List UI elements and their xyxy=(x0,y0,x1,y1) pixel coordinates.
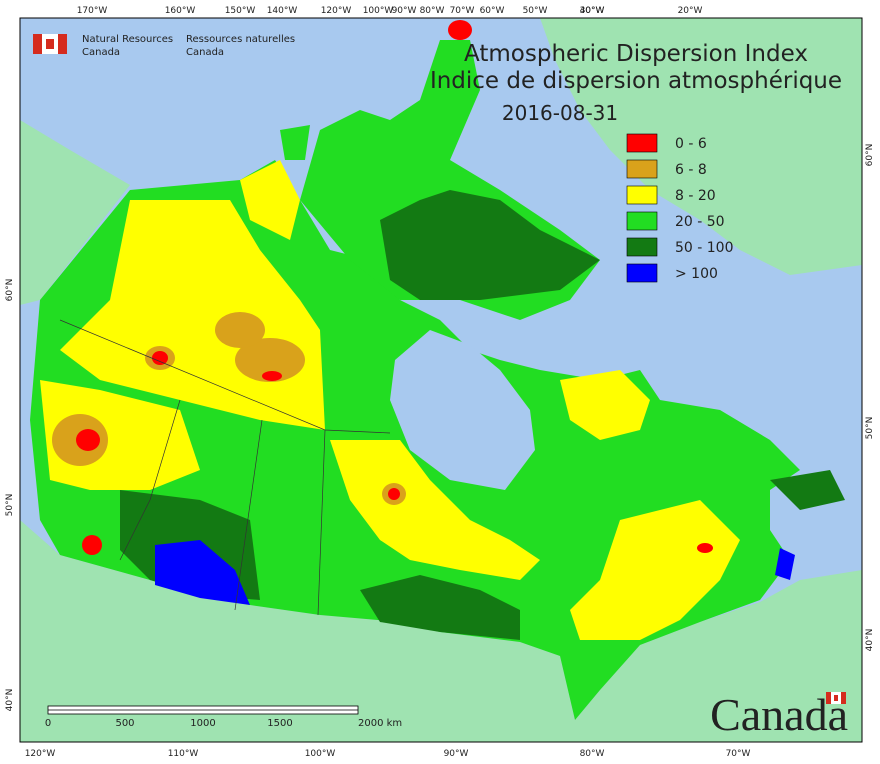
graticule-label: 70°W xyxy=(726,749,751,759)
date: 2016-08-31 xyxy=(502,101,618,125)
title: Indice de dispersion atmosphérique xyxy=(430,68,842,94)
graticule-label: 30°W xyxy=(580,6,605,16)
arctic-island xyxy=(380,190,600,300)
legend-swatch xyxy=(626,211,658,231)
agency-en: Canada xyxy=(82,47,120,58)
index-zone xyxy=(448,20,472,40)
graticule-label: 160°W xyxy=(165,6,196,16)
border xyxy=(119,399,181,561)
agency-fr: Canada xyxy=(186,47,224,58)
scale-label: 1500 xyxy=(267,718,292,729)
index-zone xyxy=(76,429,100,451)
graticule-label: 40°W xyxy=(580,6,605,16)
hudson-bay xyxy=(390,330,535,490)
graticule-label: 40°N xyxy=(5,689,15,712)
usa xyxy=(20,520,862,742)
graticule-label: 40°N xyxy=(865,629,875,652)
index-zone xyxy=(697,543,713,553)
legend-swatch xyxy=(626,185,658,205)
graticule-label: 60°W xyxy=(480,6,505,16)
legend-swatch xyxy=(626,159,658,179)
scale-label: 0 xyxy=(45,718,51,729)
legend-label: 8 - 20 xyxy=(675,188,716,204)
wordmark: Canada xyxy=(710,689,848,740)
graticule-label: 170°W xyxy=(77,6,108,16)
index-zone xyxy=(215,312,265,348)
graticule-label: 100°W xyxy=(305,749,336,759)
agency-en: Natural Resources xyxy=(82,34,173,45)
graticule-label: 50°N xyxy=(5,494,15,517)
legend-label: 0 - 6 xyxy=(675,136,707,152)
index-zone xyxy=(570,500,740,640)
graticule-label: 150°W xyxy=(225,6,256,16)
index-zone xyxy=(330,440,540,580)
index-zone xyxy=(235,338,305,382)
index-zone xyxy=(775,548,795,580)
graticule-label: 100°W xyxy=(363,6,394,16)
graticule-label: 120°W xyxy=(25,749,56,759)
graticule-label: 110°W xyxy=(168,749,199,759)
greenland xyxy=(540,18,862,275)
scale-label: 500 xyxy=(115,718,134,729)
graticule-label: 50°W xyxy=(523,6,548,16)
graticule-label: 80°W xyxy=(580,749,605,759)
arctic-island xyxy=(240,160,300,240)
graticule-label: 120°W xyxy=(321,6,352,16)
graticule-label: 80°W xyxy=(420,6,445,16)
graticule-label: 70°W xyxy=(450,6,475,16)
title: Atmospheric Dispersion Index xyxy=(464,41,808,67)
wordmark-flag xyxy=(826,692,831,704)
scale-label: 1000 xyxy=(190,718,215,729)
graticule-label: 20°W xyxy=(678,6,703,16)
index-zone xyxy=(155,540,250,605)
flag xyxy=(33,34,42,54)
wordmark-flag xyxy=(834,695,838,701)
index-zone xyxy=(388,488,400,500)
graticule-label: 50°N xyxy=(865,417,875,440)
legend-label: > 100 xyxy=(675,266,718,282)
legend-label: 20 - 50 xyxy=(675,214,725,230)
agency-fr: Ressources naturelles xyxy=(186,34,295,45)
alaska xyxy=(20,120,130,305)
index-zone xyxy=(360,575,520,640)
graticule-label: 60°N xyxy=(865,144,875,167)
flag xyxy=(46,39,54,49)
legend-label: 50 - 100 xyxy=(675,240,734,256)
wordmark-flag xyxy=(841,692,846,704)
arctic-island xyxy=(280,125,310,160)
index-zone xyxy=(262,371,282,381)
scale-label: 2000 km xyxy=(358,718,402,729)
legend-swatch xyxy=(626,133,658,153)
index-zone xyxy=(560,370,650,440)
graticule-label: 60°N xyxy=(5,279,15,302)
border xyxy=(317,429,326,616)
graticule-label: 140°W xyxy=(267,6,298,16)
graticule-label: 90°W xyxy=(392,6,417,16)
graticule-label: 90°W xyxy=(444,749,469,759)
index-zone xyxy=(152,351,168,365)
legend-label: 6 - 8 xyxy=(675,162,707,178)
legend-swatch xyxy=(626,263,658,283)
index-zone xyxy=(770,470,845,510)
frame xyxy=(19,17,863,743)
legend-swatch xyxy=(626,237,658,257)
border xyxy=(234,419,263,611)
flag xyxy=(58,34,67,54)
index-zone xyxy=(82,535,102,555)
